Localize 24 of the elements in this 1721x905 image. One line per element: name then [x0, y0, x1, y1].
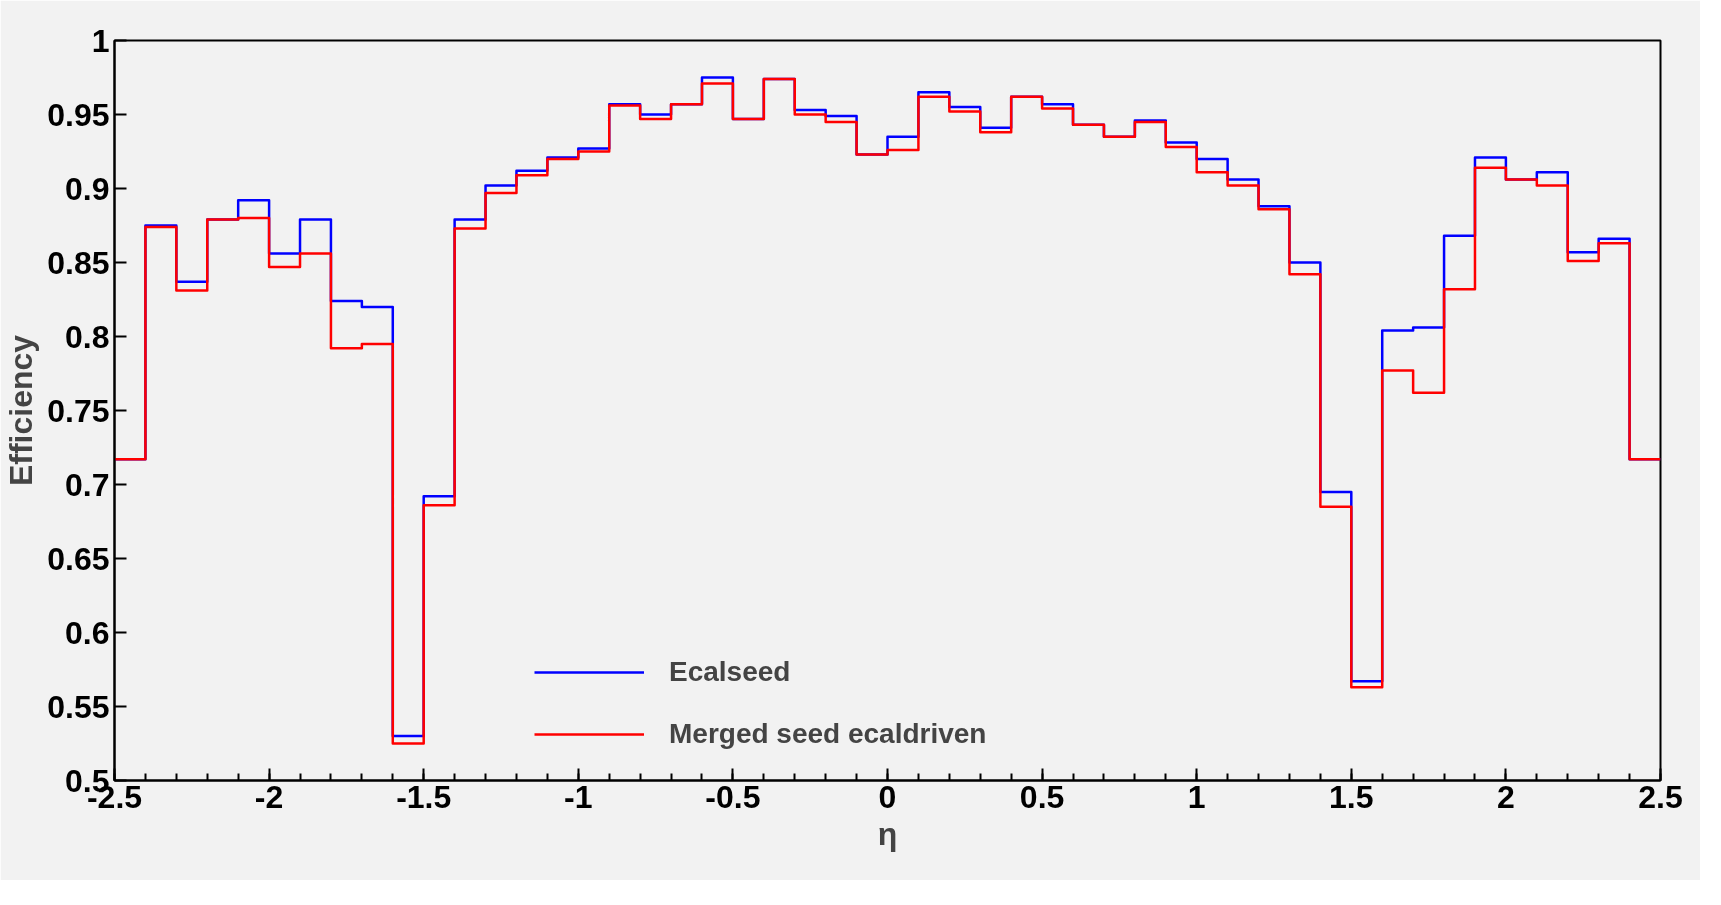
x-tick-label: 1	[1187, 778, 1206, 815]
y-tick-label: 0.55	[47, 688, 110, 725]
y-tick-label: 0.65	[47, 540, 110, 577]
x-tick-label: -2	[254, 778, 284, 815]
y-tick-label: 1	[91, 22, 110, 59]
x-axis-title: η	[877, 815, 898, 852]
y-tick-label: 0.6	[65, 614, 110, 651]
y-tick-label: 0.75	[47, 392, 110, 429]
y-tick-label: 0.7	[65, 466, 110, 503]
x-tick-label: 0	[878, 778, 897, 815]
x-tick-label: 1.5	[1329, 778, 1374, 815]
x-tick-label: -1.5	[396, 778, 452, 815]
y-tick-label: 0.95	[47, 96, 110, 133]
y-tick-label: 0.9	[65, 170, 110, 207]
y-tick-label: 0.85	[47, 244, 110, 281]
x-tick-label: -0.5	[705, 778, 761, 815]
legend-label: Ecalseed	[669, 656, 791, 688]
y-axis-title: Efficiency	[3, 334, 40, 487]
x-tick-label: 0.5	[1019, 778, 1065, 815]
x-tick-label: -1	[564, 778, 593, 815]
legend-label: Merged seed ecaldriven	[669, 718, 987, 750]
x-tick-label: 2.5	[1638, 778, 1683, 815]
x-tick-label: 2	[1497, 778, 1515, 815]
y-tick-label: 0.8	[65, 318, 110, 355]
